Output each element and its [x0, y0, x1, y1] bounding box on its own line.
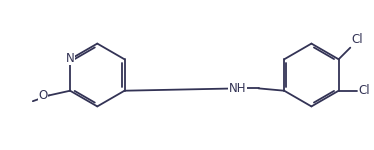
Text: O: O — [39, 89, 48, 102]
Text: Cl: Cl — [352, 33, 363, 46]
Text: Cl: Cl — [358, 84, 370, 97]
Text: N: N — [66, 52, 74, 65]
Text: NH: NH — [229, 82, 246, 95]
